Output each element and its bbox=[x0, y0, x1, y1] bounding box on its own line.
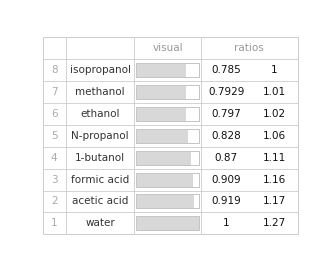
Text: 1.02: 1.02 bbox=[263, 109, 286, 119]
Text: 0.87: 0.87 bbox=[214, 153, 238, 163]
Bar bbox=[136, 129, 199, 143]
Text: 7: 7 bbox=[51, 87, 57, 97]
Text: 0.919: 0.919 bbox=[211, 196, 241, 206]
Bar bbox=[136, 194, 194, 208]
Text: N-propanol: N-propanol bbox=[71, 131, 129, 141]
Bar bbox=[136, 216, 199, 230]
Text: 1.16: 1.16 bbox=[263, 175, 286, 185]
Text: 1: 1 bbox=[51, 218, 57, 228]
Text: 5: 5 bbox=[51, 131, 57, 141]
Text: 1-butanol: 1-butanol bbox=[75, 153, 125, 163]
Text: ratios: ratios bbox=[234, 43, 264, 53]
Text: acetic acid: acetic acid bbox=[72, 196, 128, 206]
Bar bbox=[136, 107, 199, 121]
Bar bbox=[136, 85, 199, 99]
Bar bbox=[136, 173, 199, 187]
Bar bbox=[136, 85, 186, 99]
Text: isopropanol: isopropanol bbox=[70, 65, 130, 75]
Text: 2: 2 bbox=[51, 196, 57, 206]
Text: ethanol: ethanol bbox=[80, 109, 120, 119]
Bar bbox=[136, 151, 199, 165]
Bar bbox=[136, 216, 199, 230]
Text: 0.797: 0.797 bbox=[211, 109, 241, 119]
Text: 0.828: 0.828 bbox=[211, 131, 241, 141]
Text: 3: 3 bbox=[51, 175, 57, 185]
Text: 6: 6 bbox=[51, 109, 57, 119]
Text: 1: 1 bbox=[271, 65, 278, 75]
Bar bbox=[136, 151, 199, 165]
Text: 1: 1 bbox=[223, 218, 229, 228]
Bar bbox=[136, 63, 199, 77]
Text: 0.785: 0.785 bbox=[211, 65, 241, 75]
Bar bbox=[136, 194, 199, 208]
Bar bbox=[136, 129, 199, 143]
Bar bbox=[136, 107, 199, 121]
Bar bbox=[136, 107, 186, 121]
Text: 1.17: 1.17 bbox=[263, 196, 286, 206]
Text: 1.06: 1.06 bbox=[263, 131, 286, 141]
Bar bbox=[136, 129, 188, 143]
Text: 1.01: 1.01 bbox=[263, 87, 286, 97]
Bar bbox=[136, 194, 199, 208]
Text: formic acid: formic acid bbox=[71, 175, 129, 185]
Text: 4: 4 bbox=[51, 153, 57, 163]
Text: 1.11: 1.11 bbox=[263, 153, 286, 163]
Text: visual: visual bbox=[152, 43, 183, 53]
Bar bbox=[136, 151, 191, 165]
Text: 0.7929: 0.7929 bbox=[208, 87, 244, 97]
Text: water: water bbox=[85, 218, 115, 228]
Text: methanol: methanol bbox=[75, 87, 125, 97]
Bar bbox=[136, 173, 194, 187]
Bar bbox=[136, 85, 199, 99]
Bar bbox=[136, 63, 199, 77]
Text: 8: 8 bbox=[51, 65, 57, 75]
Bar bbox=[136, 216, 199, 230]
Bar bbox=[136, 63, 186, 77]
Bar bbox=[136, 173, 199, 187]
Text: 0.909: 0.909 bbox=[211, 175, 241, 185]
Text: 1.27: 1.27 bbox=[263, 218, 286, 228]
